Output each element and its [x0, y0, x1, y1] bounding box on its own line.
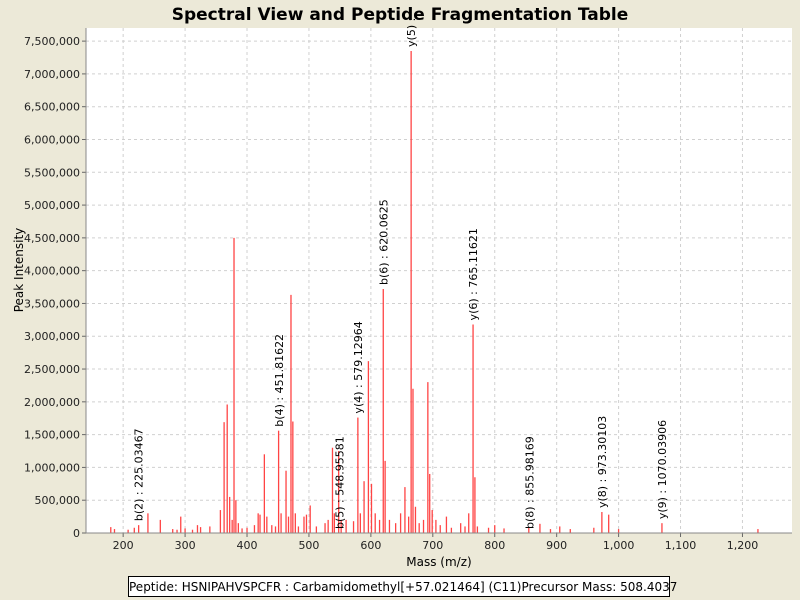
x-tick-label: 200: [113, 539, 134, 552]
peak-annotation: y(8) : 973.30103: [596, 416, 609, 508]
y-tick-label: 2,500,000: [24, 363, 80, 376]
chart-title: Spectral View and Peptide Fragmentation …: [172, 5, 629, 25]
peak-annotation: b(4) : 451.81622: [273, 334, 286, 427]
y-tick-label: 5,500,000: [24, 166, 80, 179]
x-tick-label: 900: [546, 539, 567, 552]
peak-annotation: y(5) :: [405, 18, 418, 47]
y-tick-label: 4,000,000: [24, 265, 80, 278]
peptide-caption: Peptide: HSNIPAHVSPCFR : Carbamidomethyl…: [128, 576, 677, 597]
peak-annotation: y(9) : 1070.03906: [656, 420, 669, 519]
x-tick-label: 800: [484, 539, 505, 552]
x-tick-label: 400: [237, 539, 258, 552]
x-tick-label: 1,000: [603, 539, 635, 552]
tick-labels: 200 300 400 500 600 700 800 900 1,000 1,100 1,200 0…: [24, 35, 758, 552]
y-tick-label: 500,000: [35, 494, 81, 507]
precursor-mass-label: Precursor Mass: 508.4037: [521, 579, 678, 594]
plot-area: [86, 28, 792, 533]
peak-series: [110, 50, 759, 533]
x-tick-label: 1,200: [727, 539, 759, 552]
x-tick-label: 500: [298, 539, 319, 552]
x-tick-label: 700: [422, 539, 443, 552]
y-tick-label: 1,000,000: [24, 461, 80, 474]
x-axis-title: Mass (m/z): [406, 555, 471, 569]
y-tick-label: 7,500,000: [24, 35, 80, 48]
y-tick-label: 4,500,000: [24, 232, 80, 245]
grid-lines: [86, 28, 792, 533]
y-tick-label: 6,500,000: [24, 101, 80, 114]
y-tick-label: 3,500,000: [24, 297, 80, 310]
peak-annotations: b(2) : 225.03467 b(4) : 451.81622 b(5) : 5…: [133, 18, 669, 529]
peak-annotation: b(2) : 225.03467: [133, 428, 146, 521]
y-tick-label: 3,000,000: [24, 330, 80, 343]
y-axis-title: Peak Intensity: [12, 228, 26, 313]
y-tick-label: 6,000,000: [24, 133, 80, 146]
peak-annotation: b(5) : 548.95581: [333, 436, 346, 529]
peak-annotation: b(6) : 620.0625: [377, 199, 390, 285]
y-tick-label: 1,500,000: [24, 429, 80, 442]
x-tick-label: 600: [360, 539, 381, 552]
axes: [82, 28, 792, 537]
peak-annotation: y(6) : 765.11621: [467, 228, 480, 320]
y-tick-label: 5,000,000: [24, 199, 80, 212]
peak-annotation: y(4) : 579.12964: [352, 321, 365, 413]
x-tick-label: 1,100: [665, 539, 697, 552]
peptide-label: Peptide: HSNIPAHVSPCFR : Carbamidomethyl…: [129, 579, 522, 594]
peak-annotation: b(8) : 855.98169: [523, 436, 536, 529]
y-tick-label: 0: [73, 527, 80, 540]
y-tick-label: 7,000,000: [24, 68, 80, 81]
x-tick-label: 300: [175, 539, 196, 552]
y-tick-label: 2,000,000: [24, 396, 80, 409]
